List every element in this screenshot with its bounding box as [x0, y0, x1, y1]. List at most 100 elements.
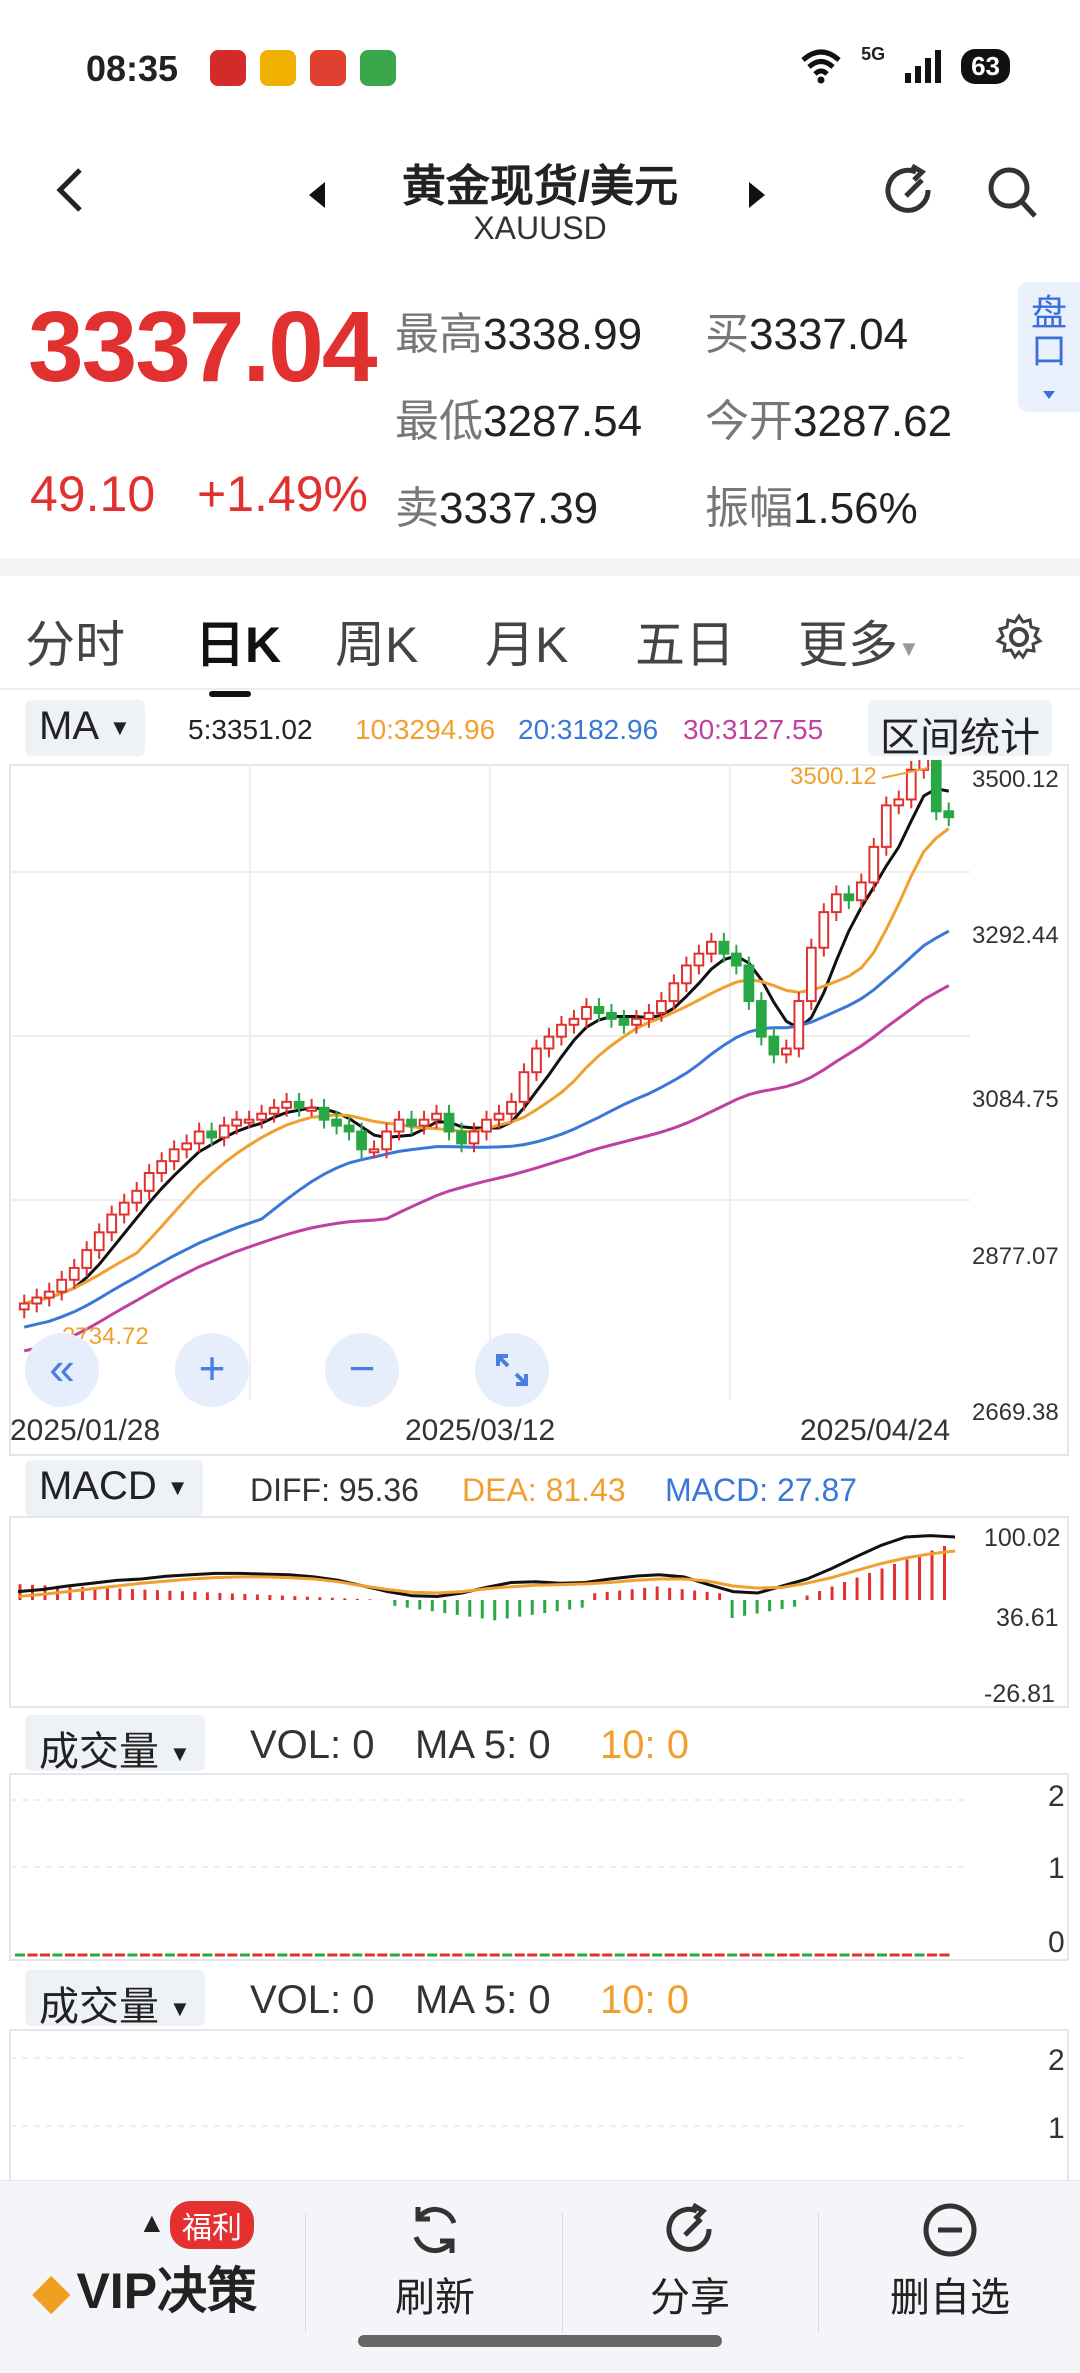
tab-monthly-k[interactable]: 月K [485, 617, 569, 673]
volume-frame [9, 2029, 1069, 2180]
back-button[interactable] [50, 160, 90, 234]
plus-icon: + [198, 1342, 226, 1394]
macd-dropdown[interactable]: MACD ▼ [25, 1460, 203, 1516]
volume-chart-2[interactable]: 2 1 [0, 2028, 1080, 2180]
candle-up [31, 1296, 43, 1305]
macd-diff: DIFF: 95.36 [250, 1472, 419, 1508]
scroll-left-button[interactable]: « [25, 1333, 99, 1407]
candle-up [81, 1249, 93, 1269]
share-button[interactable]: 分享 [635, 2201, 745, 2323]
candle-down [755, 1000, 767, 1038]
kline-frame [9, 764, 1069, 1456]
ma-dropdown[interactable]: MA ▼ [25, 700, 145, 756]
next-symbol-button[interactable] [745, 180, 769, 219]
candle-down [331, 1118, 342, 1127]
candle-up [468, 1130, 480, 1145]
y-tick-label: 2669.38 [972, 1399, 1059, 1426]
macd-frame [9, 1516, 1069, 1708]
volume-dropdown-label: 成交量 [39, 1985, 159, 2029]
chart-settings-button[interactable] [995, 613, 1043, 666]
caret-down-icon: ▼ [169, 1741, 191, 1767]
ma30-line [23, 984, 950, 1353]
candle-down [768, 1035, 780, 1056]
arrow-up-icon: ▲ [138, 2207, 166, 2238]
tab-more[interactable]: 更多▼ [798, 605, 920, 677]
vol-ma5: MA 5: 0 [415, 1723, 551, 1767]
vip-decision-button[interactable]: ◆ VIP决策 [32, 2251, 257, 2323]
tab-more-label: 更多 [798, 617, 898, 673]
stat-sell-label: 卖 [395, 484, 439, 533]
candle-up [556, 1023, 567, 1038]
volume-chart-1[interactable]: 2 1 0 [0, 1772, 1080, 1962]
ma-dropdown-label: MA [39, 704, 99, 748]
price-change: 49.10 +1.49% [30, 465, 396, 523]
refresh-button[interactable]: 刷新 [380, 2201, 490, 2323]
pankou-label: 盘口 [1030, 292, 1067, 371]
instrument-symbol: XAUUSD [473, 210, 607, 246]
volume-dropdown-2[interactable]: 成交量 ▼ [25, 1970, 205, 2029]
ma30-value: 30:3127.55 [683, 714, 824, 745]
tab-five-day[interactable]: 五日 [635, 617, 735, 673]
vol-y-tick: 1 [1048, 2112, 1065, 2145]
candle-down [343, 1124, 355, 1133]
fullscreen-button[interactable] [475, 1333, 549, 1407]
candle-up [668, 982, 680, 1003]
candle-up [905, 768, 917, 801]
candle-up [143, 1172, 155, 1192]
candle-up [18, 1302, 30, 1311]
caret-down-icon: ▼ [109, 715, 131, 741]
vol-ma10: 10: 0 [600, 1723, 689, 1767]
tab-daily-k[interactable]: 日K [195, 605, 281, 697]
candle-up [855, 881, 867, 902]
candle-up [281, 1100, 292, 1109]
candle-up [43, 1290, 55, 1299]
zoom-out-button[interactable]: − [325, 1333, 399, 1407]
kline-chart[interactable]: 3500.12 3292.44 3084.75 2877.07 2669.38 … [0, 760, 1080, 1460]
candle-up [306, 1106, 317, 1112]
tab-fenshi[interactable]: 分时 [25, 617, 125, 673]
pankou-button[interactable]: 盘口 [1018, 282, 1080, 412]
stat-buy: 买3337.04 [705, 298, 908, 362]
triangle-right-icon [749, 182, 765, 208]
home-indicator [358, 2335, 722, 2347]
candle-up [643, 1011, 655, 1020]
macd-row: MACD ▼ DIFF: 95.36 DEA: 81.43 MACD: 27.87 [0, 1460, 1080, 1520]
range-stats-button[interactable]: 区间统计 [868, 700, 1052, 760]
macd-value: MACD: 27.87 [665, 1472, 858, 1508]
ma20-value: 20:3182.96 [518, 714, 659, 745]
bottom-divider [562, 2213, 563, 2333]
macd-y-tick: 100.02 [984, 1524, 1060, 1552]
candle-up [106, 1213, 118, 1234]
stat-low-label: 最低 [395, 397, 483, 446]
candle-up [393, 1118, 405, 1133]
triangle-left-icon [309, 182, 325, 208]
macd-y-tick: 36.61 [996, 1604, 1059, 1632]
stat-amp-value: 1.56% [793, 484, 918, 533]
refresh-label: 刷新 [395, 2276, 475, 2320]
candle-up [56, 1278, 68, 1293]
candle-down [356, 1130, 367, 1151]
macd-lines [17, 1534, 956, 1599]
search-button[interactable] [985, 162, 1041, 227]
macd-histogram [18, 1546, 947, 1621]
share-header-button[interactable] [880, 162, 940, 227]
search-icon [988, 167, 1037, 218]
remove-watchlist-button[interactable]: 删自选 [875, 2201, 1025, 2323]
candle-up [506, 1100, 517, 1115]
stat-open-value: 3287.62 [793, 397, 953, 446]
volume-row-2: 成交量 ▼ VOL: 0 MA 5: 0 10: 0 [0, 1970, 1080, 2030]
prev-symbol-button[interactable] [305, 180, 329, 219]
zoom-in-button[interactable]: + [175, 1333, 249, 1407]
candle-up [231, 1118, 243, 1127]
minus-circle-icon [923, 2203, 977, 2257]
macd-chart[interactable]: 100.02 36.61 -26.81 [0, 1515, 1080, 1710]
candle-down [593, 1005, 605, 1014]
tab-weekly-k[interactable]: 周K [335, 617, 419, 673]
volume-dropdown-1[interactable]: 成交量 ▼ [25, 1715, 205, 1774]
stat-sell: 卖3337.39 [395, 472, 598, 536]
refresh-icon [413, 2206, 457, 2254]
y-tick-label: 3292.44 [972, 922, 1059, 949]
candle-down [406, 1118, 417, 1127]
candle-down [718, 940, 730, 955]
change-percent: +1.49% [197, 466, 369, 522]
